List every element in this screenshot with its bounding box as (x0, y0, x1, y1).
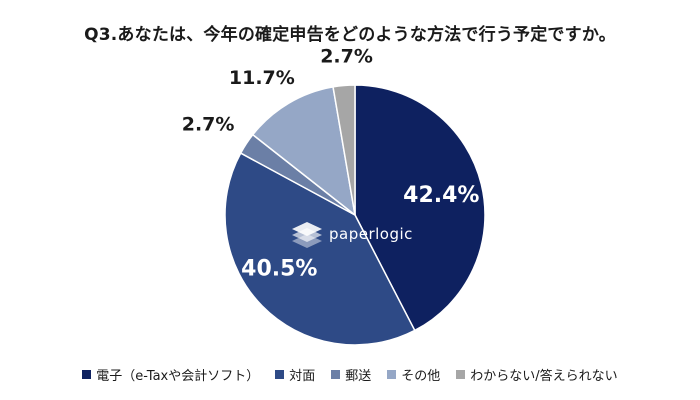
pie-slice-0 (354, 84, 486, 332)
legend-item-4: わからない/答えられない (456, 365, 618, 384)
legend-swatch-4 (456, 370, 466, 379)
legend-label-0: 電子（e-Taxや会計ソフト） (96, 369, 260, 384)
watermark-text: paperlogic (329, 225, 413, 243)
legend-label-1: 対面 (289, 369, 316, 384)
pie-slice-3 (251, 86, 357, 217)
legend-swatch-1 (275, 370, 285, 379)
legend-item-0: 電子（e-Taxや会計ソフト） (82, 365, 259, 384)
pie-slice-1 (224, 152, 416, 346)
legend-swatch-3 (387, 370, 397, 379)
slice-label-3: 11.7% (229, 67, 295, 89)
chart-title: Q3.あなたは、今年の確定申告をどのような方法で行う予定ですか。 (84, 25, 616, 45)
legend-item-2: 郵送 (331, 365, 371, 384)
legend-label-2: 郵送 (345, 369, 372, 384)
slice-label-0: 42.4% (403, 183, 479, 208)
paperlogic-watermark: paperlogic (292, 222, 413, 248)
logo-mark-layer-icon (292, 228, 322, 242)
pie-slice-4 (332, 84, 356, 216)
slice-label-4: 2.7% (320, 45, 373, 67)
legend-item-1: 対面 (275, 365, 315, 384)
legend-label-4: わからない/答えられない (470, 369, 618, 384)
legend-label-3: その他 (401, 369, 441, 384)
slice-label-2: 2.7% (182, 114, 235, 136)
logo-mark-layer2-icon (292, 234, 322, 248)
legend-swatch-2 (331, 370, 341, 379)
legend-swatch-0 (82, 370, 92, 379)
legend: 電子（e-Taxや会計ソフト） 対面 郵送 その他 わからない/答えられない (0, 365, 700, 384)
slice-label-1: 40.5% (241, 257, 317, 282)
legend-item-3: その他 (387, 365, 440, 384)
